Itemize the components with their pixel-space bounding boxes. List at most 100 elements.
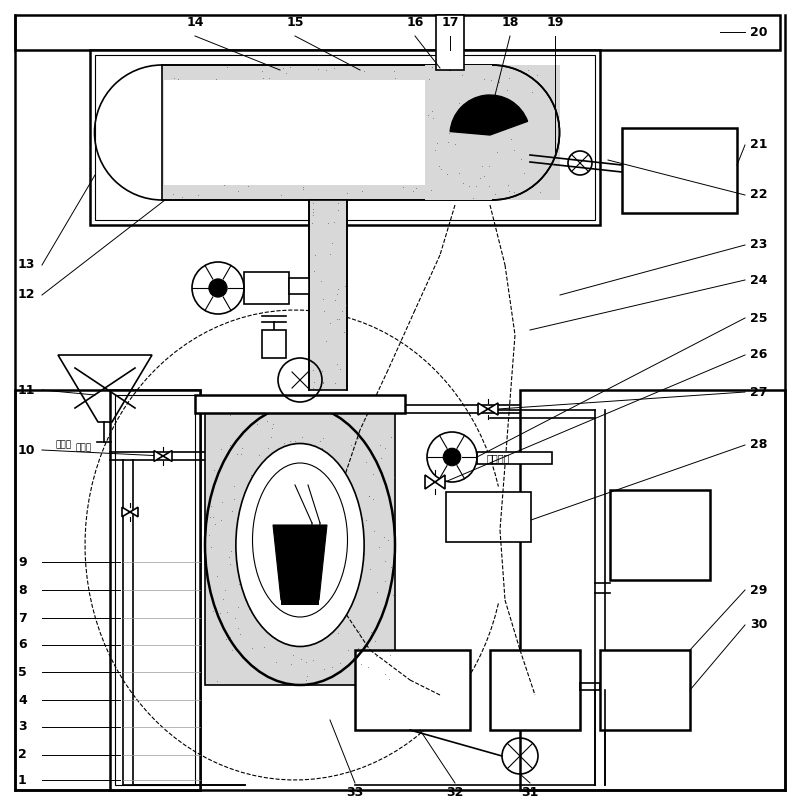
Point bbox=[259, 105, 272, 118]
Point bbox=[314, 434, 326, 447]
Bar bbox=[205, 405, 395, 685]
Point bbox=[215, 442, 228, 455]
Point bbox=[276, 122, 289, 135]
Point bbox=[360, 456, 373, 469]
Text: 1: 1 bbox=[18, 774, 26, 787]
Bar bbox=[425, 65, 560, 200]
Point bbox=[223, 439, 236, 452]
Point bbox=[505, 119, 518, 132]
Point bbox=[222, 551, 235, 564]
Point bbox=[513, 117, 526, 130]
Point bbox=[425, 127, 438, 140]
Bar bbox=[281, 597, 319, 605]
Point bbox=[467, 191, 480, 204]
Point bbox=[228, 480, 241, 493]
Bar bbox=[244, 272, 289, 304]
Point bbox=[194, 112, 207, 125]
Text: 19: 19 bbox=[546, 15, 564, 28]
Point bbox=[410, 95, 422, 108]
Point bbox=[286, 470, 299, 483]
Point bbox=[348, 655, 361, 668]
Point bbox=[326, 136, 339, 149]
Point bbox=[448, 97, 461, 109]
Point bbox=[420, 176, 433, 189]
Point bbox=[472, 97, 485, 110]
Point bbox=[387, 470, 400, 483]
Point bbox=[226, 504, 238, 517]
Point bbox=[232, 621, 245, 634]
Point bbox=[249, 146, 262, 159]
Point bbox=[442, 128, 455, 141]
Point bbox=[284, 658, 297, 671]
Point bbox=[268, 450, 281, 463]
Point bbox=[220, 633, 233, 646]
Point bbox=[318, 109, 331, 122]
Point bbox=[165, 117, 178, 130]
Point bbox=[228, 611, 241, 624]
Bar bbox=[262, 330, 286, 358]
Point bbox=[330, 312, 343, 325]
Point bbox=[320, 63, 333, 76]
Point bbox=[328, 62, 341, 75]
Point bbox=[466, 109, 478, 122]
Point bbox=[239, 593, 252, 606]
Point bbox=[426, 105, 438, 118]
Point bbox=[507, 144, 520, 157]
Text: 28: 28 bbox=[750, 439, 767, 452]
Point bbox=[239, 493, 252, 506]
Point bbox=[253, 448, 266, 461]
Point bbox=[503, 71, 516, 84]
Point bbox=[340, 659, 353, 672]
Point bbox=[333, 362, 346, 375]
Point bbox=[304, 611, 317, 624]
Bar bbox=[90, 50, 600, 225]
Polygon shape bbox=[122, 507, 138, 517]
Point bbox=[358, 65, 370, 78]
Point bbox=[373, 540, 386, 553]
Point bbox=[267, 418, 280, 431]
Point bbox=[224, 558, 237, 571]
Point bbox=[310, 526, 322, 539]
Point bbox=[375, 452, 388, 465]
Point bbox=[326, 237, 338, 250]
Point bbox=[260, 414, 273, 427]
Point bbox=[246, 81, 258, 94]
Point bbox=[502, 178, 514, 191]
Point bbox=[504, 132, 517, 145]
Point bbox=[486, 102, 499, 115]
Point bbox=[455, 179, 468, 192]
Point bbox=[330, 562, 342, 575]
Circle shape bbox=[209, 279, 227, 297]
Point bbox=[266, 422, 279, 435]
Polygon shape bbox=[154, 451, 172, 461]
Point bbox=[364, 78, 377, 91]
Point bbox=[323, 316, 336, 329]
Bar bbox=[110, 390, 200, 790]
Point bbox=[478, 73, 490, 86]
Point bbox=[245, 469, 258, 482]
Point bbox=[222, 145, 235, 158]
Bar bbox=[15, 15, 780, 50]
Point bbox=[167, 187, 180, 200]
Point bbox=[379, 667, 392, 680]
Point bbox=[278, 437, 290, 450]
Point bbox=[306, 203, 319, 216]
Point bbox=[325, 510, 338, 523]
Point bbox=[422, 109, 434, 122]
Point bbox=[311, 510, 324, 523]
Point bbox=[450, 152, 462, 165]
Bar bbox=[162, 65, 492, 200]
Point bbox=[352, 431, 365, 444]
Point bbox=[351, 152, 364, 165]
Point bbox=[339, 298, 352, 311]
Point bbox=[297, 183, 310, 196]
Point bbox=[378, 442, 391, 455]
Point bbox=[306, 197, 319, 210]
Text: 29: 29 bbox=[750, 583, 767, 597]
Point bbox=[210, 675, 223, 688]
Point bbox=[362, 661, 374, 674]
Bar bbox=[520, 390, 785, 790]
Point bbox=[277, 62, 290, 75]
Point bbox=[192, 188, 205, 201]
Point bbox=[207, 511, 220, 524]
